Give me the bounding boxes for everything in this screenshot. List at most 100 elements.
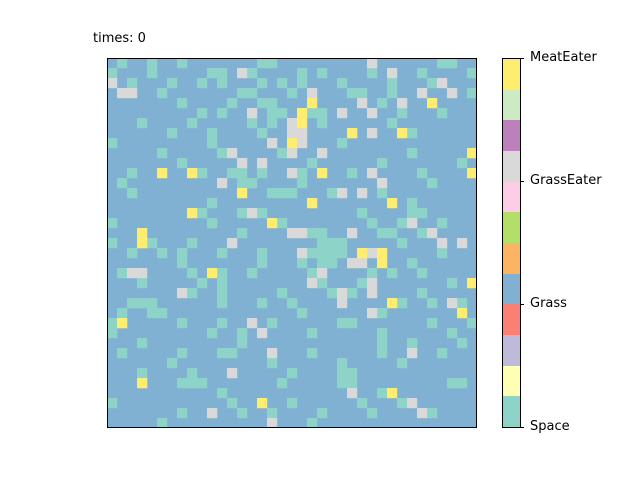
grid-cell-space bbox=[197, 108, 208, 119]
grid-cell-space bbox=[277, 188, 288, 199]
grid-cell-space bbox=[267, 408, 278, 419]
grid-cell-grasseater bbox=[367, 308, 378, 319]
colorbar-segment bbox=[503, 272, 520, 305]
grid-cell-space bbox=[417, 288, 428, 299]
grid-cell-space bbox=[227, 398, 238, 409]
grid-cell-space bbox=[287, 298, 298, 309]
grid-cell-grasseater bbox=[337, 188, 348, 199]
grid-cell-space bbox=[177, 258, 188, 269]
grid-cell-grasseater bbox=[287, 148, 298, 159]
grid-cell-space bbox=[197, 168, 208, 179]
grid-cell-space bbox=[347, 378, 358, 389]
grid-cell-space bbox=[377, 348, 388, 359]
grid-cell-grasseater bbox=[447, 88, 458, 99]
grid-cell-space bbox=[267, 108, 278, 119]
grid-cell-grasseater bbox=[357, 258, 368, 269]
grid-cell-space bbox=[277, 288, 288, 299]
grid-cell-space bbox=[437, 108, 448, 119]
colorbar-tick-space bbox=[520, 427, 524, 428]
grid-cell-space bbox=[437, 248, 448, 259]
grid-cell-grasseater bbox=[347, 228, 358, 239]
grid-cell-space bbox=[347, 168, 358, 179]
grid-cell-space bbox=[377, 388, 388, 399]
grid-cell-space bbox=[187, 118, 198, 129]
grid-cell-space bbox=[377, 228, 388, 239]
grid-cell-space bbox=[117, 178, 128, 189]
grid-cell-space bbox=[237, 228, 248, 239]
grid-cell-space bbox=[227, 168, 238, 179]
grid-cell-space bbox=[337, 368, 348, 379]
grid-cell-space bbox=[347, 318, 358, 329]
grid-cell-space bbox=[207, 328, 218, 339]
grid-cell-space bbox=[137, 368, 148, 379]
grid-cell-meateater bbox=[427, 98, 438, 109]
colorbar-label-space: Space bbox=[530, 419, 570, 434]
grid-cell-space bbox=[277, 378, 288, 389]
grid-cell-space bbox=[427, 408, 438, 419]
grid-cell-grasseater bbox=[207, 408, 218, 419]
grid-cell-space bbox=[317, 248, 328, 259]
grid-cell-space bbox=[447, 378, 458, 389]
grid-cell-space bbox=[108, 68, 118, 79]
grid-cell-space bbox=[267, 98, 278, 109]
grid-cell-grasseater bbox=[127, 268, 138, 279]
grid-cell-grasseater bbox=[267, 348, 278, 359]
grid-cell-grasseater bbox=[367, 59, 378, 69]
grid-cell-grasseater bbox=[457, 238, 468, 249]
grid-cell-space bbox=[247, 118, 258, 129]
grid-cell-space bbox=[307, 418, 318, 427]
grid-cell-space bbox=[177, 59, 188, 69]
grid-cell-grasseater bbox=[357, 98, 368, 109]
grid-cell-meateater bbox=[137, 238, 148, 249]
grid-cell-space bbox=[347, 88, 358, 99]
grid-cell-space bbox=[287, 368, 298, 379]
grid-cell-space bbox=[207, 198, 218, 209]
grid-cell-space bbox=[367, 268, 378, 279]
grid-cell-space bbox=[217, 268, 228, 279]
grid-cell-space bbox=[407, 198, 418, 209]
grid-cell-space bbox=[137, 278, 148, 289]
grid-cell-space bbox=[197, 278, 208, 289]
grid-cell-space bbox=[417, 228, 428, 239]
grid-cell-meateater bbox=[357, 248, 368, 259]
grid-cell-space bbox=[207, 138, 218, 149]
grid-cell-meateater bbox=[297, 108, 308, 119]
grid-cell-space bbox=[427, 318, 438, 329]
grid-cell-space bbox=[277, 148, 288, 159]
colorbar-tick-meateater bbox=[520, 58, 524, 59]
colorbar-segment bbox=[503, 88, 520, 121]
grid-cell-grasseater bbox=[257, 328, 268, 339]
grid-cell-space bbox=[257, 98, 268, 109]
grid-cell-grasseater bbox=[227, 368, 238, 379]
grid-cell-space bbox=[267, 358, 278, 369]
grid-cell-space bbox=[407, 338, 418, 349]
grid-cell-meateater bbox=[467, 278, 476, 289]
grid-cell-space bbox=[387, 88, 398, 99]
grid-cell-grasseater bbox=[337, 108, 348, 119]
grid-cell-grasseater bbox=[137, 268, 148, 279]
grid-cell-meateater bbox=[187, 168, 198, 179]
grid-cell-space bbox=[227, 98, 238, 109]
grid-cell-grasseater bbox=[387, 68, 398, 79]
grid-cell-space bbox=[397, 108, 408, 119]
colorbar-segment bbox=[503, 395, 520, 427]
grid-cell-grasseater bbox=[337, 288, 348, 299]
grid-cell-space bbox=[337, 238, 348, 249]
grid-cell-meateater bbox=[387, 198, 398, 209]
grid-cell-meateater bbox=[377, 248, 388, 259]
grid-cell-meateater bbox=[117, 318, 128, 329]
grid-cell-space bbox=[427, 298, 438, 309]
grid-cell-space bbox=[467, 68, 476, 79]
grid-cell-grasseater bbox=[417, 88, 428, 99]
grid-cell-meateater bbox=[287, 138, 298, 149]
grid-cell-space bbox=[457, 298, 468, 309]
grid-cell-grasseater bbox=[108, 78, 118, 89]
grid-cell-space bbox=[287, 88, 298, 99]
grid-cell-space bbox=[407, 258, 418, 269]
grid-cell-space bbox=[217, 348, 228, 359]
grid-cell-grasseater bbox=[447, 298, 458, 309]
grid-cell-space bbox=[108, 218, 118, 229]
colorbar-segment bbox=[503, 119, 520, 151]
grid-cell-grasseater bbox=[267, 418, 278, 427]
grid-cell-space bbox=[297, 168, 308, 179]
